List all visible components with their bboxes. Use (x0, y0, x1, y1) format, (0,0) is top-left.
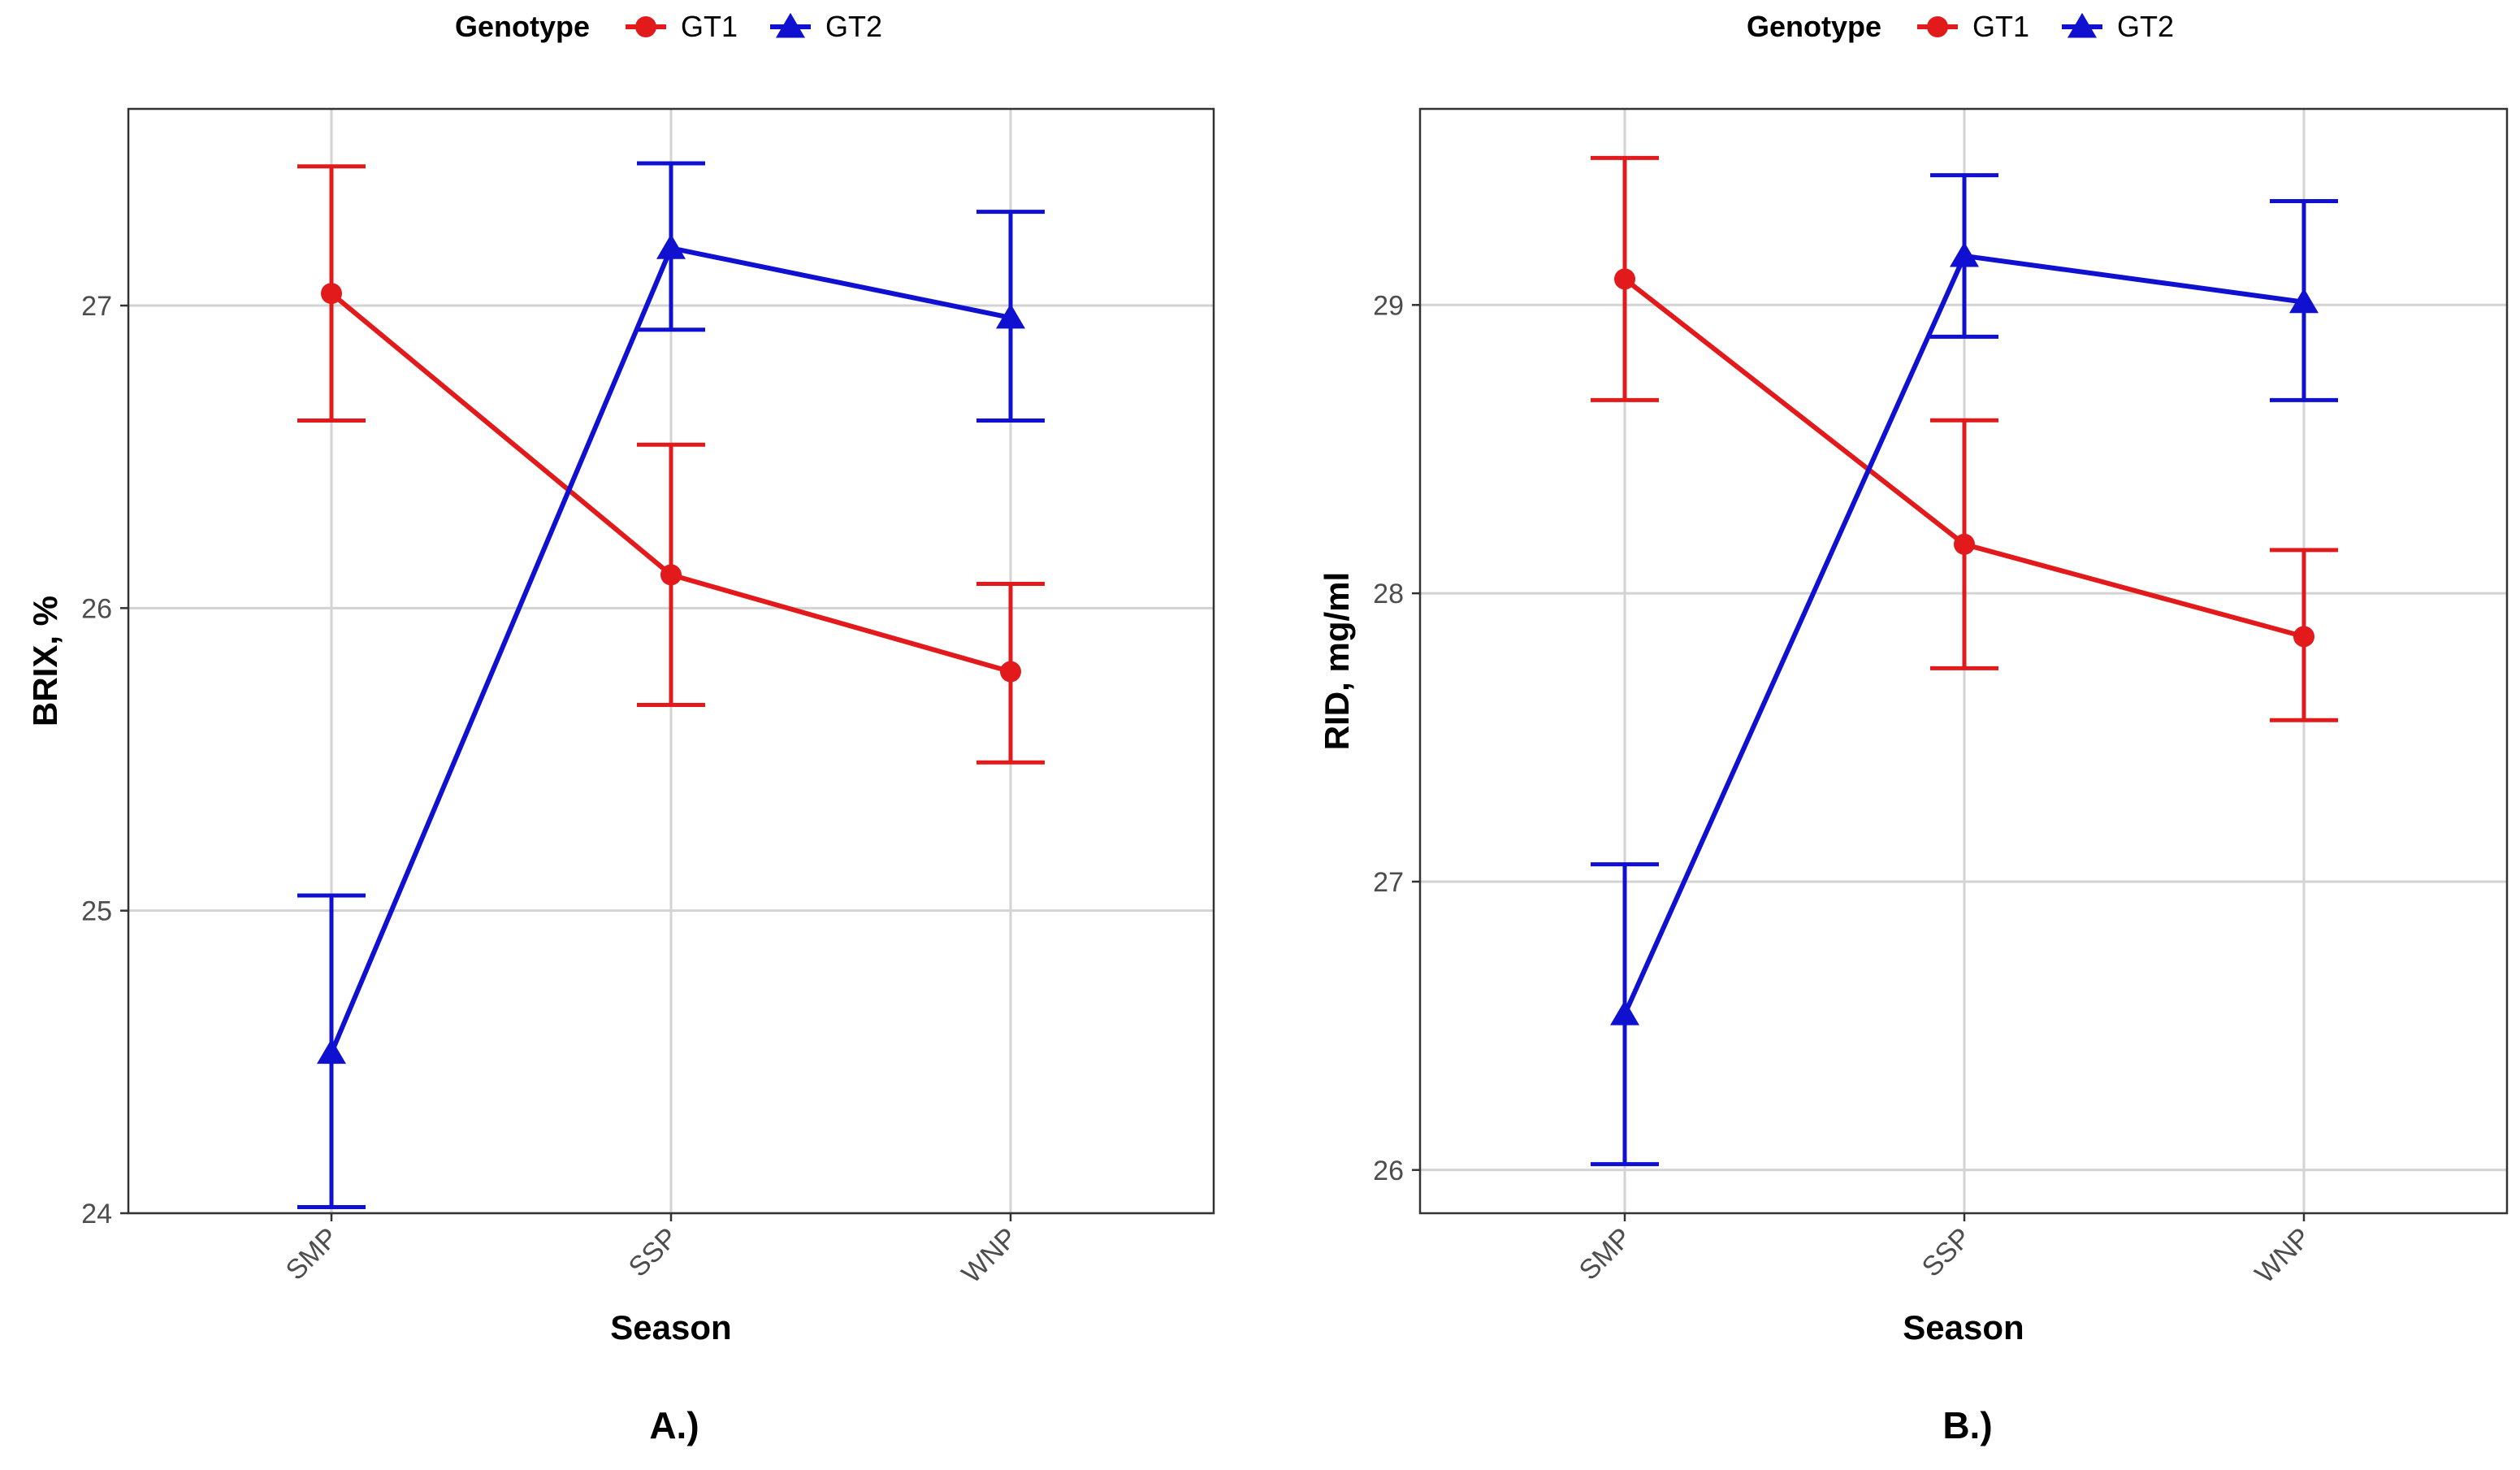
y-tick-label: 27 (81, 291, 112, 322)
data-point (656, 234, 686, 259)
legend-2: Genotype GT1 GT2 (1747, 10, 2174, 43)
x-axis-title: Season (1903, 1308, 2024, 1346)
legend-key-gt2 (2062, 12, 2102, 38)
y-tick-label: 26 (81, 593, 112, 624)
y-tick-label: 27 (1373, 867, 1404, 898)
legend-key-marker (1927, 16, 1948, 37)
data-point (1000, 661, 1021, 683)
legend-entry-gt1: GT1 (1972, 10, 2029, 43)
y-axis-title: BRIX, % (26, 596, 64, 726)
plot-panel-border (127, 107, 1215, 1215)
y-tick-label: 25 (81, 896, 112, 927)
data-point (317, 1039, 346, 1065)
panel-b: 26 27 28 29 SMP SSP WNP Season RID, mg/ml B.) (1318, 107, 2509, 1446)
panel-a: 24 25 26 27 SMP SSP WNP Season BRIX, % A.) (26, 107, 1215, 1446)
x-tick-label: WNP (956, 1222, 1024, 1290)
data-point (660, 564, 682, 586)
data-point (1610, 1000, 1639, 1026)
data-point (1950, 241, 1979, 267)
x-tick-label: SSP (623, 1222, 684, 1283)
data-point (321, 283, 342, 305)
y-axis-title: RID, mg/ml (1318, 572, 1356, 750)
data-point (1614, 268, 1635, 290)
plot-panel-border (1418, 107, 2509, 1215)
data-point (2289, 288, 2319, 314)
data-point (2293, 626, 2314, 648)
legend-key-gt2 (770, 12, 811, 38)
legend-title: Genotype (455, 10, 590, 43)
legend-key-marker (776, 12, 805, 38)
legend-entry-gt2: GT2 (825, 10, 882, 43)
x-tick-label: WNP (2249, 1222, 2317, 1290)
series-gt2 (1591, 173, 2338, 1167)
y-tick-label: 28 (1373, 579, 1404, 609)
data-point (996, 303, 1025, 329)
panel-label: B.) (1942, 1404, 1992, 1446)
x-tick-label: SSP (1916, 1222, 1977, 1283)
y-tick-label: 26 (1373, 1156, 1404, 1186)
legend-key-marker (2068, 12, 2097, 38)
legend-1: Genotype GT1 GT2 (455, 10, 882, 43)
legend-key-gt1 (1917, 16, 1958, 37)
legend-title: Genotype (1747, 10, 1881, 43)
data-point (1954, 533, 1975, 555)
x-axis-title: Season (610, 1308, 731, 1346)
x-tick-label: SMP (1574, 1222, 1638, 1286)
y-tick-label: 24 (81, 1199, 112, 1229)
panel-label: A.) (649, 1404, 699, 1446)
legend-entry-gt1: GT1 (681, 10, 738, 43)
legend-key-marker (635, 16, 656, 37)
series-gt2 (297, 161, 1045, 1210)
legend-entry-gt2: GT2 (2117, 10, 2174, 43)
legend-key-gt1 (626, 16, 666, 37)
x-tick-label: SMP (280, 1222, 344, 1286)
series-gt1 (1591, 155, 2338, 722)
y-tick-label: 29 (1373, 290, 1404, 321)
series-gt1 (297, 164, 1045, 765)
